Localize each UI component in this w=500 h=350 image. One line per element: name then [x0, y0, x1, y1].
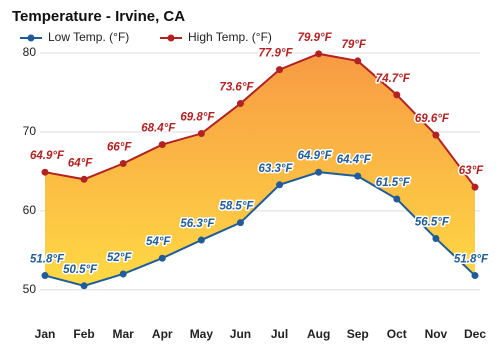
data-label: 63°F [459, 165, 484, 177]
x-tick-label: Sep [347, 327, 369, 341]
data-label: 79.9°F [298, 32, 333, 44]
data-point [158, 254, 166, 262]
data-point [471, 183, 479, 191]
y-tick-label: 60 [23, 203, 37, 217]
x-tick-label: Nov [425, 327, 448, 341]
data-label: 79°F [342, 39, 367, 51]
data-label: 64.4°F [337, 154, 372, 166]
data-label: 58.5°F [219, 201, 254, 213]
data-label: 64°F [68, 157, 93, 169]
data-point [432, 131, 440, 139]
x-tick-label: May [190, 327, 214, 341]
x-tick-label: Jan [35, 327, 56, 341]
data-label: 69.8°F [180, 112, 215, 124]
series-line [44, 171, 476, 287]
data-point [236, 219, 244, 227]
y-tick-label: 80 [23, 45, 37, 59]
data-label: 73.6°F [219, 82, 254, 94]
legend-marker [167, 34, 175, 42]
data-label: 77.9°F [259, 48, 294, 60]
data-point [41, 272, 49, 280]
legend-marker [27, 34, 35, 42]
data-point [354, 172, 362, 180]
data-label: 56.5°F [415, 216, 450, 228]
data-point [197, 130, 205, 138]
series-line [44, 52, 476, 188]
data-point [393, 91, 401, 99]
data-point [276, 66, 284, 74]
x-tick-label: Jun [230, 327, 251, 341]
legend-label: High Temp. (°F) [188, 30, 272, 44]
data-point [354, 57, 362, 65]
x-tick-label: Oct [387, 327, 407, 341]
data-label: 56.3°F [180, 218, 215, 230]
data-point [236, 100, 244, 108]
data-point [276, 181, 284, 189]
data-label: 51.8°F [30, 254, 65, 266]
data-point [119, 270, 127, 278]
x-tick-label: Aug [307, 327, 330, 341]
data-point [80, 175, 88, 183]
y-tick-label: 70 [23, 124, 37, 138]
data-label: 63.3°F [259, 163, 294, 175]
data-label: 74.7°F [376, 73, 411, 85]
data-point [315, 50, 323, 58]
x-tick-label: Jul [271, 327, 288, 341]
temperature-range-fill [45, 53, 475, 286]
data-point [432, 234, 440, 242]
data-point [41, 168, 49, 176]
data-label: 51.8°F [454, 254, 489, 266]
data-label: 52°F [107, 252, 132, 264]
data-label: 54°F [146, 236, 171, 248]
data-point [119, 160, 127, 168]
chart-title: Temperature - Irvine, CA [12, 8, 185, 25]
legend-label: Low Temp. (°F) [48, 30, 129, 44]
x-tick-label: Dec [464, 327, 486, 341]
data-label: 50.5°F [63, 264, 98, 276]
data-point [315, 168, 323, 176]
x-tick-label: Mar [113, 327, 135, 341]
data-point [80, 282, 88, 290]
data-label: 61.5°F [376, 177, 411, 189]
data-point [197, 236, 205, 244]
data-point [471, 272, 479, 280]
data-label: 66°F [107, 142, 132, 154]
x-tick-label: Feb [73, 327, 94, 341]
data-label: 64.9°F [30, 150, 65, 162]
x-tick-label: Apr [152, 327, 173, 341]
data-label: 69.6°F [415, 113, 450, 125]
data-point [393, 195, 401, 203]
data-label: 64.9°F [298, 150, 333, 162]
data-point [158, 141, 166, 149]
data-label: 68.4°F [141, 123, 176, 135]
y-tick-label: 50 [23, 282, 37, 296]
